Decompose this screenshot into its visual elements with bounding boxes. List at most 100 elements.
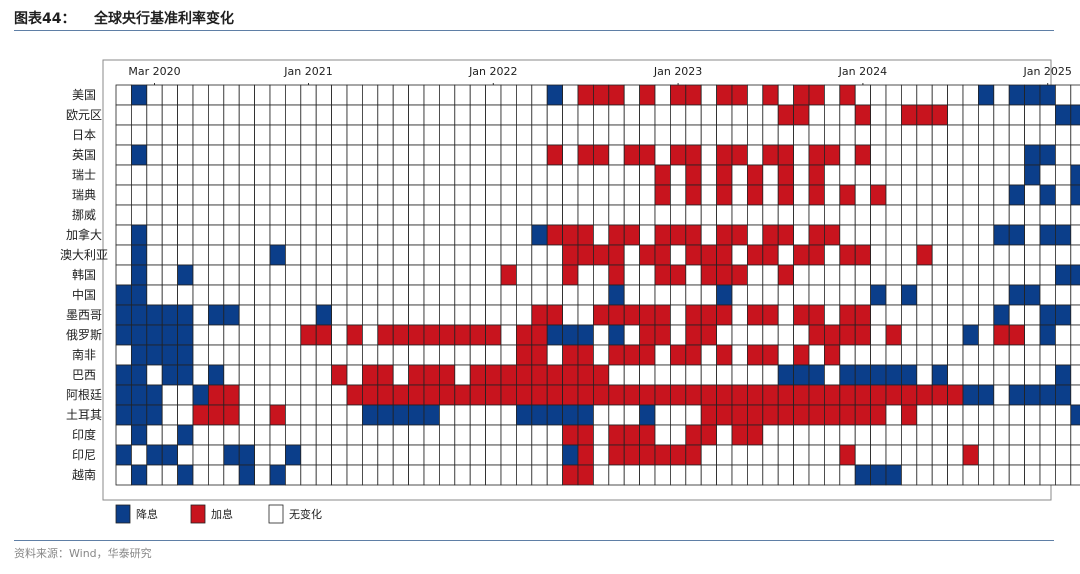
heatmap-cell bbox=[115, 404, 132, 426]
heatmap-cell bbox=[670, 464, 687, 486]
heatmap-cell bbox=[531, 384, 548, 406]
heatmap-cell bbox=[685, 84, 702, 106]
heatmap-cell bbox=[885, 244, 902, 266]
heatmap-cell bbox=[238, 224, 255, 246]
heatmap-cell bbox=[685, 304, 702, 326]
heatmap-cell bbox=[408, 264, 425, 286]
heatmap-cell bbox=[408, 124, 425, 146]
heatmap-cell bbox=[577, 364, 594, 386]
heatmap-cell bbox=[300, 284, 317, 306]
heatmap-cell bbox=[238, 104, 255, 126]
heatmap-cell bbox=[824, 444, 841, 466]
heatmap-cell bbox=[454, 344, 471, 366]
heatmap-cell bbox=[377, 424, 394, 446]
heatmap-cell bbox=[454, 324, 471, 346]
heatmap-cell bbox=[1055, 184, 1072, 206]
heatmap-cell bbox=[146, 384, 163, 406]
heatmap-cell bbox=[562, 304, 579, 326]
heatmap-cell bbox=[854, 244, 872, 266]
heatmap-cell bbox=[685, 244, 702, 266]
heatmap-cell bbox=[408, 184, 425, 206]
heatmap-cell bbox=[485, 304, 502, 326]
heatmap-cell bbox=[161, 384, 178, 406]
heatmap-cell bbox=[947, 144, 964, 166]
heatmap-cell bbox=[207, 424, 225, 446]
heatmap-cell bbox=[916, 444, 933, 466]
heatmap-cell bbox=[700, 304, 718, 326]
heatmap-cell bbox=[284, 384, 302, 406]
heatmap-cell bbox=[762, 284, 779, 306]
heatmap-cell bbox=[485, 164, 502, 186]
heatmap-cell bbox=[516, 104, 533, 126]
heatmap-cell bbox=[623, 84, 641, 106]
heatmap-cell bbox=[438, 384, 456, 406]
heatmap-cell bbox=[346, 164, 363, 186]
heatmap-cell bbox=[639, 144, 656, 166]
heatmap-cell bbox=[608, 104, 625, 126]
heatmap-cell bbox=[747, 384, 764, 406]
heatmap-cell bbox=[623, 124, 641, 146]
heatmap-cell bbox=[284, 284, 302, 306]
heatmap-cell bbox=[593, 224, 610, 246]
heatmap-cell bbox=[500, 404, 517, 426]
heatmap-cell bbox=[716, 444, 733, 466]
heatmap-cell bbox=[284, 444, 302, 466]
heatmap-cell bbox=[731, 444, 748, 466]
heatmap-cell bbox=[346, 464, 363, 486]
heatmap-cell bbox=[438, 284, 456, 306]
heatmap-cell bbox=[962, 404, 979, 426]
heatmap-cell bbox=[346, 344, 363, 366]
heatmap-cell bbox=[870, 164, 887, 186]
heatmap-cell bbox=[146, 424, 163, 446]
heatmap-cell bbox=[824, 104, 841, 126]
heatmap-cell bbox=[1055, 364, 1072, 386]
heatmap-cell bbox=[901, 444, 918, 466]
heatmap-cell bbox=[300, 144, 317, 166]
legend-swatch bbox=[190, 504, 206, 524]
heatmap-cell bbox=[115, 304, 132, 326]
heatmap-cell bbox=[485, 444, 502, 466]
heatmap-cell bbox=[377, 164, 394, 186]
heatmap-cell bbox=[130, 184, 148, 206]
heatmap-cell bbox=[223, 164, 240, 186]
heatmap-cell bbox=[423, 444, 440, 466]
heatmap-cell bbox=[469, 464, 487, 486]
heatmap-cell bbox=[685, 444, 702, 466]
heatmap-cell bbox=[361, 204, 379, 226]
heatmap-cell bbox=[839, 144, 856, 166]
heatmap-cell bbox=[423, 324, 440, 346]
heatmap-cell bbox=[716, 424, 733, 446]
heatmap-cell bbox=[962, 304, 979, 326]
heatmap-cell bbox=[1024, 344, 1041, 366]
heatmap-cell bbox=[824, 424, 841, 446]
heatmap-cell bbox=[593, 124, 610, 146]
heatmap-cell bbox=[177, 444, 194, 466]
heatmap-cell bbox=[1008, 104, 1026, 126]
heatmap-cell bbox=[839, 284, 856, 306]
heatmap-cell bbox=[377, 204, 394, 226]
heatmap-cell bbox=[808, 124, 825, 146]
heatmap-cell bbox=[639, 184, 656, 206]
heatmap-cell bbox=[485, 364, 502, 386]
heatmap-cell bbox=[577, 244, 594, 266]
heatmap-cell bbox=[361, 224, 379, 246]
heatmap-cell bbox=[854, 124, 872, 146]
heatmap-cell bbox=[993, 104, 1010, 126]
heatmap-cell bbox=[377, 444, 394, 466]
heatmap-cell bbox=[207, 404, 225, 426]
heatmap-cell bbox=[654, 384, 671, 406]
heatmap-cell bbox=[593, 84, 610, 106]
heatmap-cell bbox=[639, 424, 656, 446]
heatmap-cell bbox=[747, 244, 764, 266]
heatmap-cell bbox=[562, 144, 579, 166]
heatmap-cell bbox=[808, 304, 825, 326]
heatmap-cell bbox=[1055, 224, 1072, 246]
heatmap-cell bbox=[777, 184, 795, 206]
heatmap-cell bbox=[300, 324, 317, 346]
country-label: 韩国 bbox=[72, 267, 96, 282]
heatmap-cell bbox=[377, 464, 394, 486]
heatmap-cell bbox=[870, 144, 887, 166]
heatmap-cell bbox=[916, 144, 933, 166]
heatmap-cell bbox=[824, 404, 841, 426]
heatmap-cell bbox=[654, 224, 671, 246]
